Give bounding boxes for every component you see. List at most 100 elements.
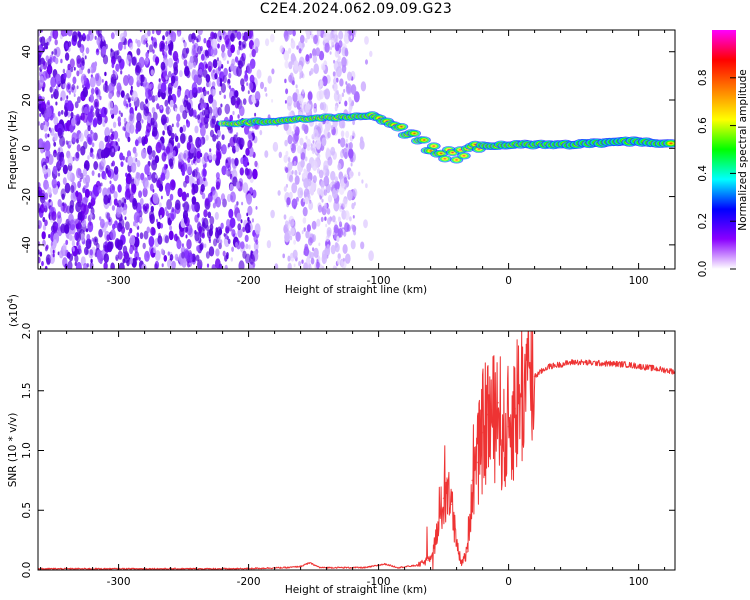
noise-speckle [206,263,210,268]
noise-speckle [242,182,249,194]
noise-speckle [214,211,219,220]
noise-speckle [222,75,227,84]
noise-speckle [306,224,311,232]
noise-speckle [241,32,244,37]
noise-speckle [205,251,210,259]
noise-speckle [76,70,80,77]
noise-speckle [89,249,94,256]
noise-speckle [233,134,238,144]
snr-point [455,545,458,547]
noise-speckle [200,152,203,158]
noise-speckle [215,67,220,75]
noise-speckle [282,253,286,259]
noise-speckle [345,138,348,143]
noise-speckle [251,218,254,223]
noise-speckle [303,262,308,269]
noise-speckle [136,232,140,238]
noise-speckle [233,90,239,99]
noise-speckle [136,160,141,168]
noise-speckle [219,90,222,96]
noise-speckle [144,180,150,189]
noise-speckle [45,244,49,250]
noise-speckle [215,196,222,208]
noise-speckle [115,141,118,146]
noise-speckle [252,262,256,268]
noise-speckle [334,42,340,52]
noise-speckle [333,77,337,85]
noise-speckle [231,58,236,67]
noise-speckle [62,203,68,214]
noise-speckle [265,93,268,97]
noise-speckle [304,196,309,205]
noise-speckle [174,135,179,143]
noise-speckle [207,61,213,72]
noise-speckle [110,128,113,134]
noise-speckle [200,184,205,193]
noise-speckle [201,221,206,228]
noise-speckle [191,38,195,44]
noise-speckle [46,41,49,46]
noise-speckle [310,143,313,148]
noise-speckle [138,56,145,68]
noise-speckle [90,87,95,95]
noise-speckle [152,49,155,54]
noise-speckle [104,175,107,181]
noise-speckle [311,160,318,172]
noise-speckle [160,61,166,71]
noise-speckle [188,135,193,143]
noise-speckle [87,125,91,132]
noise-speckle [89,94,94,103]
noise-speckle [247,146,254,158]
noise-speckle [287,30,293,35]
snr-point [487,413,489,416]
noise-speckle [324,216,327,221]
noise-speckle [307,264,312,269]
noise-speckle [142,187,148,198]
noise-speckle [75,190,79,198]
spectrogram-signal-track [217,111,675,164]
noise-speckle [97,252,104,264]
noise-speckle [91,142,95,148]
noise-speckle [369,50,373,58]
noise-speckle [298,95,304,105]
noise-speckle [68,213,74,225]
noise-speckle [186,120,191,128]
noise-speckle [62,68,66,74]
noise-speckle [334,243,340,253]
noise-speckle [162,130,165,136]
noise-speckle [178,161,183,169]
noise-speckle [208,113,213,120]
noise-speckle [318,169,324,179]
noise-speckle [226,254,229,260]
noise-speckle [242,226,246,233]
noise-speckle [62,242,67,251]
noise-speckle [98,228,103,238]
noise-speckle [160,223,164,229]
noise-speckle [176,256,179,262]
noise-speckle [68,253,74,262]
noise-speckle [334,180,340,191]
noise-speckle [225,169,229,176]
noise-speckle [316,218,321,227]
noise-speckle [340,137,346,148]
noise-speckle [110,133,115,141]
noise-speckle [139,101,145,111]
noise-speckle [327,122,331,129]
noise-speckle [254,38,260,49]
noise-speckle [53,141,57,147]
noise-speckle [204,243,207,248]
noise-speckle [343,88,346,93]
noise-speckle [57,168,60,173]
noise-speckle [154,120,157,125]
noise-speckle [136,112,142,123]
snr-point [514,407,516,410]
noise-speckle [38,30,41,37]
noise-speckle [338,30,344,40]
noise-speckle [83,262,88,269]
noise-speckle [160,214,162,219]
noise-speckle [51,178,57,189]
noise-speckle [101,45,107,55]
noise-speckle [55,101,58,106]
noise-speckle [110,262,115,269]
noise-speckle [219,82,223,87]
